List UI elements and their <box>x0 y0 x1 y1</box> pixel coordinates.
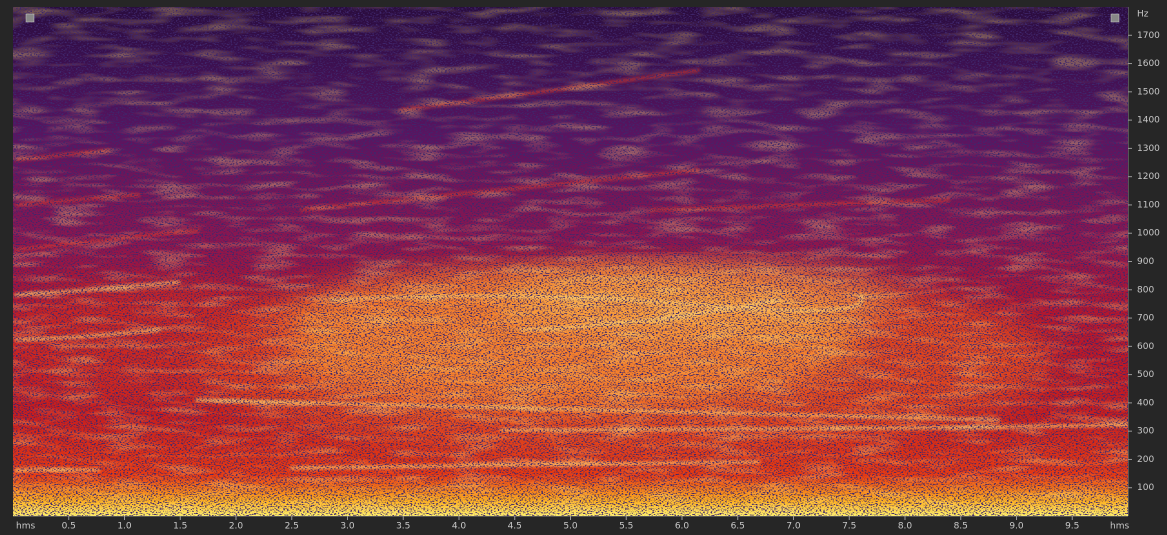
y-tick-label: 1300 <box>1137 144 1160 154</box>
y-tick-label: 1000 <box>1137 229 1160 239</box>
x-tick-label: 8.0 <box>898 522 913 532</box>
x-tick-label: 2.0 <box>229 522 244 532</box>
x-tick-label: 2.5 <box>285 522 299 532</box>
x-tick-label: 4.0 <box>452 522 467 532</box>
corner-button[interactable] <box>26 14 34 22</box>
y-tick-label: 1600 <box>1137 59 1160 69</box>
y-tick-label: 500 <box>1137 370 1154 380</box>
x-unit-label: hms <box>16 522 35 532</box>
y-tick-label: 200 <box>1137 455 1154 465</box>
y-tick-label: 800 <box>1137 285 1154 295</box>
x-tick-label: 4.5 <box>508 522 522 532</box>
corner-button[interactable] <box>1111 14 1119 22</box>
y-tick-label: 1500 <box>1137 87 1160 97</box>
y-tick-label: 1700 <box>1137 31 1160 41</box>
x-tick-label: 3.5 <box>396 522 410 532</box>
y-tick-label: 700 <box>1137 314 1154 324</box>
x-tick-label: 0.5 <box>62 522 76 532</box>
y-tick-label: 900 <box>1137 257 1154 267</box>
y-tick-label: 600 <box>1137 342 1154 352</box>
page: hms hms Hz 0.5 1.0 1.5 2.0 2.5 3.0 3.5 4.0 4.5 5.… <box>0 0 1167 535</box>
x-tick-label: 7.0 <box>786 522 801 532</box>
x-tick-label: 9.5 <box>1065 522 1079 532</box>
x-tick-label: 8.5 <box>954 522 968 532</box>
x-tick-label: 7.5 <box>842 522 856 532</box>
x-tick-label: 1.0 <box>117 522 132 532</box>
y-tick-label: 1200 <box>1137 172 1160 182</box>
x-unit-label: hms <box>1110 522 1129 532</box>
spectrogram-view: hms hms Hz 0.5 1.0 1.5 2.0 2.5 3.0 3.5 4.0 4.5 5.… <box>0 0 1167 535</box>
y-unit-label: Hz <box>1137 10 1149 20</box>
x-tick-label: 6.0 <box>675 522 690 532</box>
x-tick-label: 9.0 <box>1009 522 1024 532</box>
y-tick-label: 300 <box>1137 427 1154 437</box>
x-tick-label: 5.5 <box>619 522 633 532</box>
x-tick-label: 6.5 <box>731 522 745 532</box>
y-tick-label: 400 <box>1137 398 1154 408</box>
spectrogram-texture <box>0 7 1128 516</box>
y-tick-label: 1100 <box>1137 200 1160 210</box>
y-tick-label: 1400 <box>1137 116 1160 126</box>
x-tick-label: 5.0 <box>563 522 578 532</box>
y-tick-label: 100 <box>1137 483 1154 493</box>
x-tick-label: 3.0 <box>340 522 355 532</box>
x-tick-label: 1.5 <box>173 522 187 532</box>
